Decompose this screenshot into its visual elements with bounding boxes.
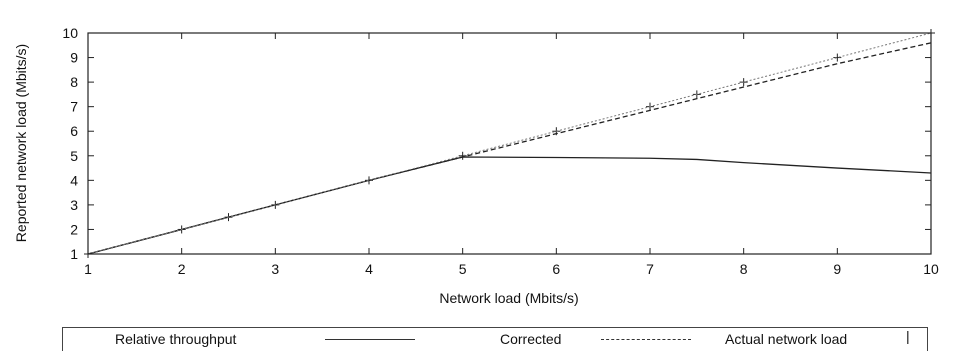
x-tick-label: 4 bbox=[365, 261, 373, 277]
x-tick-label: 3 bbox=[271, 261, 279, 277]
y-tick-label: 8 bbox=[70, 74, 78, 90]
x-tick-label: 2 bbox=[178, 261, 186, 277]
x-tick-label: 8 bbox=[740, 261, 748, 277]
data-point-plus bbox=[833, 53, 842, 62]
legend-label-corrected: Corrected bbox=[500, 331, 562, 347]
data-point-plus bbox=[458, 151, 467, 160]
axes: 1 2 3 4 5 6 7 8 9 10 1 2 3 4 5 6 7 8 9 10 bbox=[62, 25, 939, 277]
y-tick-label: 3 bbox=[70, 197, 78, 213]
x-axis-label: Network load (Mbits/s) bbox=[439, 290, 578, 306]
x-tick-label: 10 bbox=[923, 261, 939, 277]
x-tick-label: 7 bbox=[646, 261, 654, 277]
y-axis-label: Reported network load (Mbits/s) bbox=[13, 44, 29, 242]
series-line-relative-throughput bbox=[87, 156, 932, 255]
y-tick-label: 6 bbox=[70, 123, 78, 139]
y-tick-label: 2 bbox=[70, 221, 78, 237]
plot-area bbox=[84, 29, 935, 258]
y-tick-label: 4 bbox=[70, 172, 78, 188]
x-tick-label: 9 bbox=[833, 261, 841, 277]
y-tick-label: 10 bbox=[62, 25, 78, 41]
legend-symbol-plus: | bbox=[906, 328, 910, 344]
chart: 1 2 3 4 5 6 7 8 9 10 1 2 3 4 5 6 7 8 9 10 Network load (Mbi… bbox=[13, 25, 939, 306]
legend-label-actual-network-load: Actual network load bbox=[725, 331, 848, 347]
series-line-actual-network-load bbox=[87, 32, 932, 255]
legend-symbol-solid bbox=[325, 339, 415, 341]
legend-label-relative-throughput: Relative throughput bbox=[115, 331, 237, 347]
data-point-plus bbox=[365, 176, 373, 185]
legend-symbol-dashed bbox=[601, 339, 691, 341]
y-tick-label: 7 bbox=[70, 99, 78, 115]
legend: Relative throughput Corrected Actual net… bbox=[62, 327, 928, 351]
y-tick-label: 9 bbox=[70, 50, 78, 66]
plot-frame bbox=[87, 32, 932, 255]
y-tick-label: 1 bbox=[70, 246, 78, 262]
x-tick-label: 1 bbox=[84, 261, 92, 277]
x-tick-label: 6 bbox=[552, 261, 560, 277]
x-tick-label: 5 bbox=[459, 261, 467, 277]
y-tick-label: 5 bbox=[70, 148, 78, 164]
series-line-corrected bbox=[87, 42, 932, 255]
